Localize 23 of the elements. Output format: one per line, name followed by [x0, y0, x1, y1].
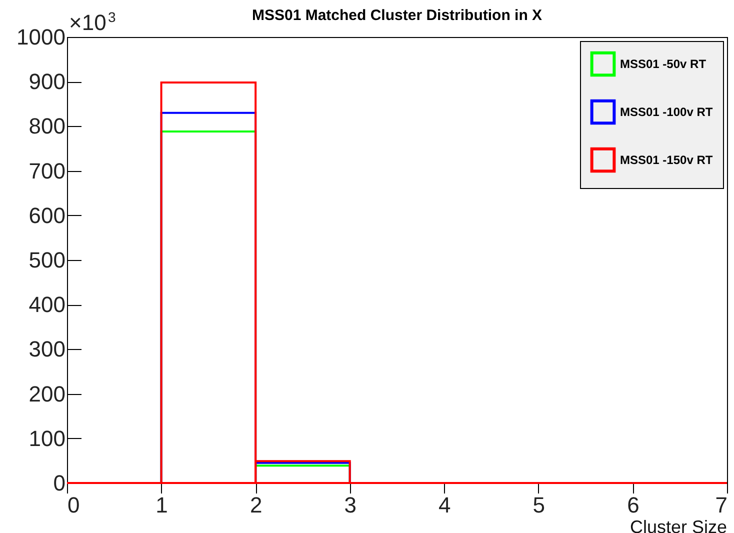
y-tick-label: 0	[53, 470, 66, 496]
legend-label: MSS01 -50v RT	[620, 57, 707, 71]
legend-label: MSS01 -150v RT	[620, 153, 714, 167]
y-tick-label: 800	[28, 114, 66, 139]
y-tick-label: 300	[28, 336, 66, 362]
x-tick-label: 5	[532, 492, 546, 518]
x-tick-label: 6	[627, 492, 640, 518]
x-tick-label: 4	[438, 492, 451, 518]
x-tick-label: 2	[250, 492, 262, 518]
legend-label: MSS01 -100v RT	[620, 105, 714, 119]
x-tick-label: 3	[344, 492, 356, 518]
y-tick-label: 600	[28, 202, 66, 228]
x-tick-label: 7	[715, 492, 728, 518]
y-tick-label: 700	[28, 158, 66, 184]
y-tick-label: 900	[28, 69, 66, 94]
chart-title: MSS01 Matched Cluster Distribution in X	[252, 7, 542, 24]
x-axis-title: Cluster Size	[630, 517, 727, 533]
y-tick-label: 1000	[16, 24, 66, 50]
y-tick-label: 100	[28, 426, 66, 451]
y-tick-label: 500	[28, 248, 66, 272]
y-tick-label: 400	[28, 292, 66, 318]
y-tick-label: 200	[28, 381, 66, 406]
x-tick-label: 1	[156, 492, 168, 518]
